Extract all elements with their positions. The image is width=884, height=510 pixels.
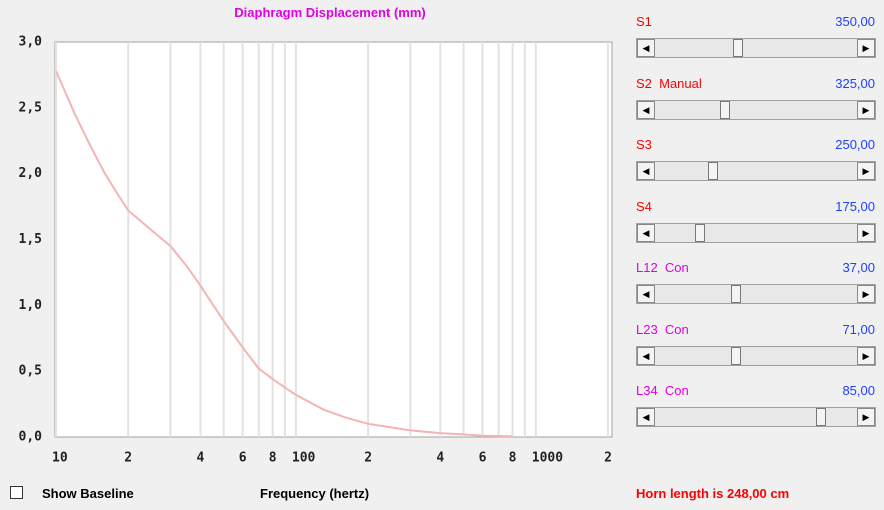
slider-value: 350,00 xyxy=(835,14,875,29)
scroll-thumb[interactable] xyxy=(708,162,718,180)
slider-label: L12 Con xyxy=(636,260,689,275)
x-tick-label: 2 xyxy=(124,451,132,466)
scrollbar[interactable]: ◀ ▶ xyxy=(636,222,876,243)
scroll-thumb[interactable] xyxy=(731,346,741,365)
slider-label: L23 Con xyxy=(636,321,689,337)
data-line xyxy=(55,70,513,438)
scrollbar[interactable]: ◀ ▶ xyxy=(636,99,876,120)
y-tick-label: 2,5 xyxy=(19,100,42,115)
scroll-left[interactable]: ◀ xyxy=(637,408,655,426)
x-tick-label: 4 xyxy=(197,451,205,466)
slider-label: S2 Manual xyxy=(636,75,702,91)
x-tick-label: 4 xyxy=(436,451,444,466)
slider-value: 71,00 xyxy=(842,321,875,337)
scrollbar[interactable]: ◀ ▶ xyxy=(636,407,876,427)
scroll-right[interactable]: ▶ xyxy=(857,408,875,426)
slider-label: S1 xyxy=(636,14,652,29)
slider-label: L34 Con xyxy=(636,383,689,398)
scroll-right[interactable]: ▶ xyxy=(857,100,875,119)
x-tick-label: 1000 xyxy=(532,451,563,466)
checkbox[interactable] xyxy=(10,486,23,499)
scrollbar[interactable]: ◀ ▶ xyxy=(636,38,876,58)
x-tick-label: 8 xyxy=(509,451,517,466)
scroll-thumb[interactable] xyxy=(695,223,705,242)
slider-label: S4 xyxy=(636,198,652,214)
chart-title: Diaphragm Displacement (mm) xyxy=(234,5,426,20)
status-text: Horn length is 248,00 cm xyxy=(636,486,790,501)
slider-label: S3 xyxy=(636,137,652,152)
scrollbar[interactable]: ◀ ▶ xyxy=(636,345,876,366)
x-tick-label: 2 xyxy=(604,451,612,466)
scroll-right[interactable]: ▶ xyxy=(857,162,875,180)
scroll-right[interactable]: ▶ xyxy=(857,39,875,57)
y-tick-label: 3,0 xyxy=(19,35,43,50)
scroll-left[interactable]: ◀ xyxy=(637,162,655,180)
y-tick-label: 1,0 xyxy=(19,298,43,313)
y-tick-label: 1,5 xyxy=(19,232,42,247)
x-tick-label: 100 xyxy=(292,451,316,466)
scroll-right[interactable]: ▶ xyxy=(857,285,875,303)
x-tick-label: 6 xyxy=(239,451,247,466)
scroll-right[interactable]: ▶ xyxy=(857,223,875,242)
plot-area xyxy=(54,41,613,438)
y-tick-label: 2,0 xyxy=(19,166,43,181)
slider-value: 250,00 xyxy=(835,137,875,152)
slider-value: 85,00 xyxy=(842,383,875,398)
scroll-thumb[interactable] xyxy=(731,285,741,303)
x-tick-label: 2 xyxy=(364,451,372,466)
scroll-left[interactable]: ◀ xyxy=(637,100,655,119)
slider-value: 175,00 xyxy=(835,198,875,214)
y-tick-label: 0,0 xyxy=(19,430,43,445)
scroll-thumb[interactable] xyxy=(733,39,743,57)
slider-value: 325,00 xyxy=(835,75,875,91)
scrollbar[interactable]: ◀ ▶ xyxy=(636,161,876,181)
scrollbar[interactable]: ◀ ▶ xyxy=(636,284,876,304)
scroll-left[interactable]: ◀ xyxy=(637,39,655,57)
scroll-left[interactable]: ◀ xyxy=(637,346,655,365)
x-tick-label: 10 xyxy=(52,451,68,466)
x-axis-label: Frequency (hertz) xyxy=(260,486,370,501)
scroll-left[interactable]: ◀ xyxy=(637,223,655,242)
x-tick-label: 8 xyxy=(269,451,277,466)
scroll-thumb[interactable] xyxy=(816,408,826,426)
scroll-thumb[interactable] xyxy=(720,100,730,119)
scroll-right[interactable]: ▶ xyxy=(857,346,875,365)
y-tick-label: 0,5 xyxy=(19,364,42,379)
slider-value: 37,00 xyxy=(842,260,875,275)
scroll-left[interactable]: ◀ xyxy=(637,285,655,303)
checkbox-label[interactable]: Show Baseline xyxy=(42,486,134,501)
x-tick-label: 6 xyxy=(479,451,487,466)
chart: 10 2 4 6 8 100 2 4 6 8 1000 2 0,0 0,5 1,0 1,5 2,0 2,5 3,0 xyxy=(19,35,613,466)
